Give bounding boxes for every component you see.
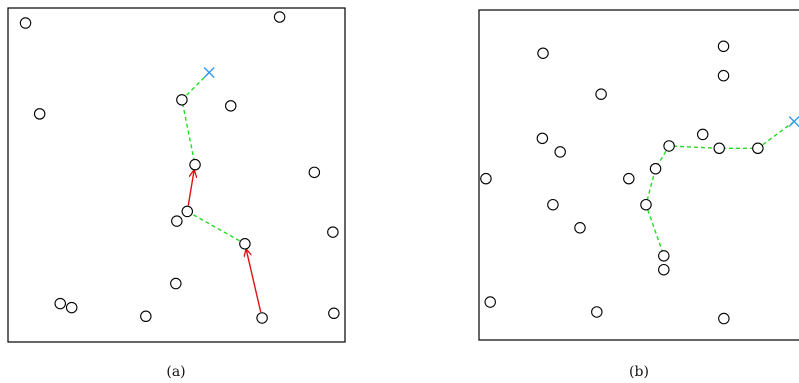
panel-b-node-2 [717,40,730,53]
panel-b-node-16 [574,222,586,234]
panel-b: (b) [478,9,799,380]
panel-b-node-21 [718,312,730,325]
panel-b-node-1 [537,47,549,59]
panel-a-node-15 [140,310,152,323]
panel-b-node-6 [554,146,566,158]
panel-a-node-4 [225,100,237,112]
panel-a-node-5 [176,94,188,106]
panel-a-path-1 [181,72,210,165]
panel-a-node-16 [256,312,268,324]
panel-b-node-11 [752,142,764,155]
panel-b-node-18 [658,263,670,276]
panel-b-node-3 [717,69,730,82]
panel-a-goal-cross-icon [203,66,215,78]
panel-b-node-5 [536,132,549,145]
panel-a-node-9 [171,215,183,227]
panel-a-node-6 [189,158,201,171]
panel-b-frame [478,9,799,341]
panel-b-node-8 [649,162,662,175]
panel-a-node-3 [33,108,46,120]
panel-b-node-19 [484,296,496,308]
panel-b-node-13 [623,172,635,185]
panel-b-caption: (b) [629,364,649,380]
panel-a-node-12 [170,277,182,290]
panel-a: (a) [7,7,346,380]
panel-a-node-10 [239,238,251,250]
panel-a-node-2 [273,11,286,23]
panel-b-node-7 [696,128,709,141]
panel-b-goal-cross-icon [788,116,799,128]
panel-a-node-17 [328,307,340,320]
panel-b-node-17 [658,250,670,262]
panel-a-node-7 [308,166,321,179]
panel-a-path-2 [186,210,246,245]
panel-a-caption: (a) [166,364,185,380]
panel-a-node-8 [181,205,194,218]
panel-a-node-14 [65,301,78,314]
panel-a-node-13 [54,297,66,310]
panel-b-node-4 [595,88,607,100]
panel-b-node-12 [480,172,492,185]
panel-a-node-11 [327,226,339,238]
panel-b-node-15 [640,198,652,211]
panel-b-node-20 [591,306,603,318]
panel-b-node-14 [547,198,559,211]
panel-a-node-1 [19,17,32,29]
panel-a-arrow-2 [246,250,262,313]
panel-b-node-10 [713,142,725,155]
panel-b-node-9 [663,140,675,152]
panel-a-frame [7,7,346,343]
panel-a-arrow-1 [187,171,194,206]
